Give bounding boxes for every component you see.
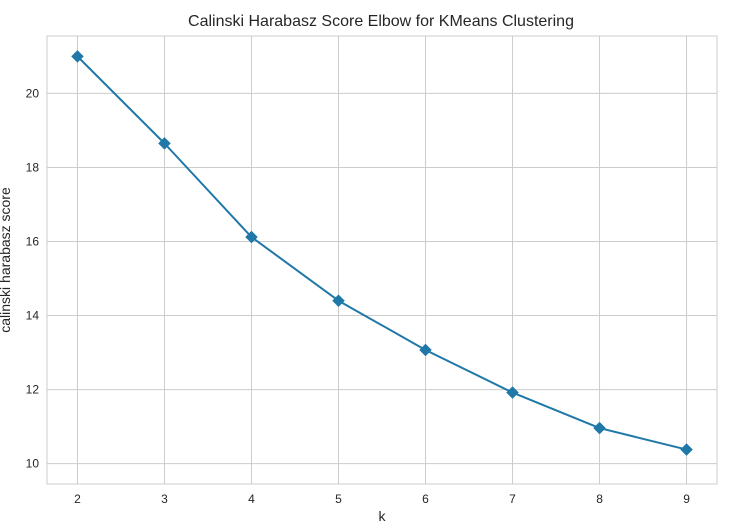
y-tick-label: 18 xyxy=(26,160,40,174)
data-point-marker xyxy=(71,50,84,63)
y-tick-label: 16 xyxy=(26,234,40,248)
data-point-marker xyxy=(593,421,606,435)
y-tick-label: 12 xyxy=(26,383,40,397)
x-gridlines xyxy=(76,36,688,484)
x-tick-label: 3 xyxy=(161,492,168,506)
data-point-marker xyxy=(158,137,171,150)
y-tick-label: 20 xyxy=(26,86,40,100)
data-point-marker xyxy=(419,343,432,357)
data-point-marker xyxy=(680,443,693,456)
x-tick-label: 6 xyxy=(422,492,429,506)
x-tick-label: 7 xyxy=(509,492,516,506)
y-tick-label: 14 xyxy=(26,309,40,323)
plot-area xyxy=(46,35,718,485)
series-line-group xyxy=(76,55,687,451)
x-tick-label: 8 xyxy=(596,492,603,506)
y-axis-label: calinski harabasz score xyxy=(0,187,13,333)
chart-title: Calinski Harabasz Score Elbow for KMeans… xyxy=(188,13,574,30)
x-tick-label: 5 xyxy=(335,492,342,506)
x-tick-labels: 2 3 4 5 6 7 8 9 xyxy=(74,492,690,506)
y-tick-label: 10 xyxy=(26,457,40,471)
plot-frame xyxy=(46,35,718,485)
marker-group xyxy=(71,50,693,456)
y-tick-labels: 10 12 14 16 18 20 xyxy=(26,86,40,470)
series-line xyxy=(76,55,687,451)
data-point-marker xyxy=(506,386,519,399)
x-axis-label: k xyxy=(379,508,387,524)
x-tick-label: 2 xyxy=(74,492,81,506)
x-tick-label: 9 xyxy=(683,492,690,506)
y-gridlines xyxy=(47,92,717,465)
data-point-marker xyxy=(245,230,258,244)
data-point-marker xyxy=(332,294,345,308)
x-tick-label: 4 xyxy=(248,492,255,506)
